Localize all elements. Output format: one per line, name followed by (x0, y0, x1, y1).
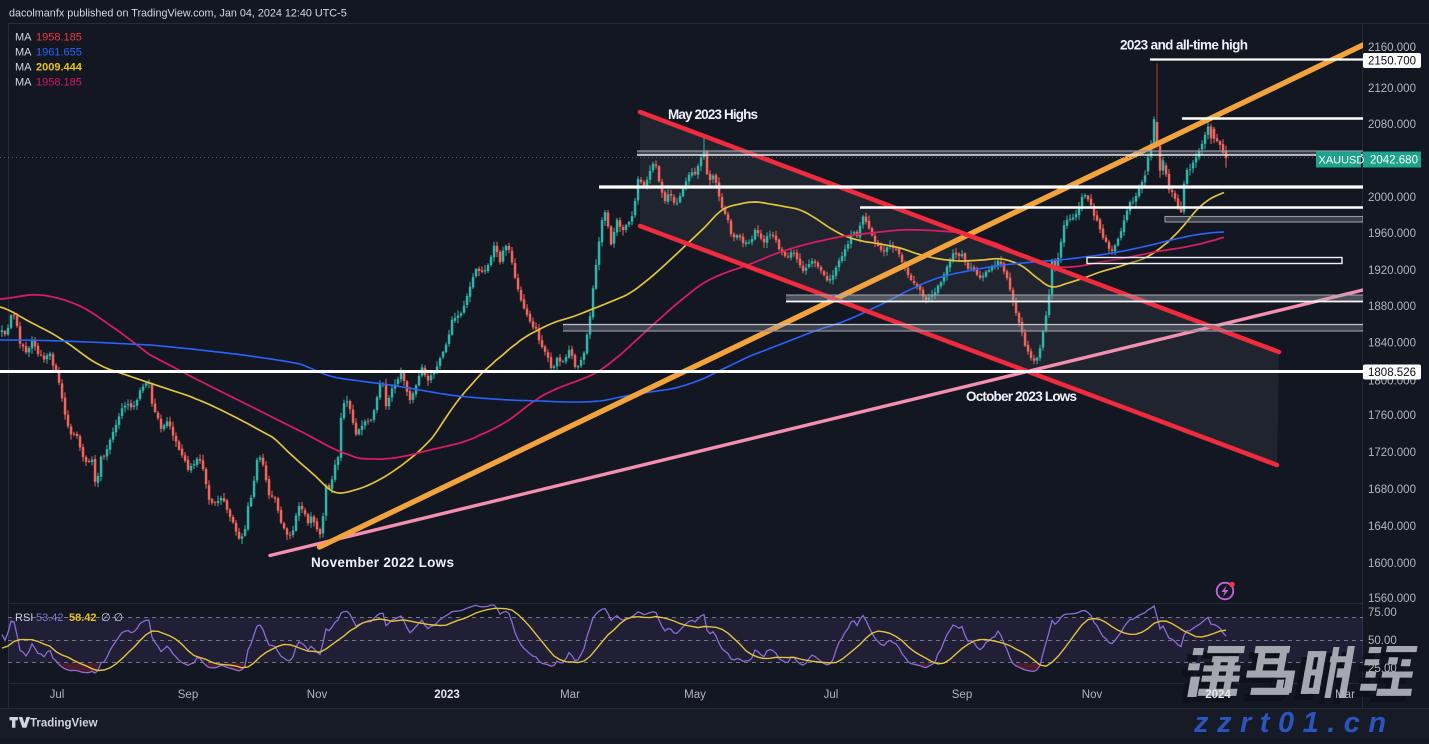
svg-text:1808.526: 1808.526 (1368, 367, 1416, 379)
svg-text:Jul: Jul (824, 689, 839, 701)
svg-text:25.00: 25.00 (1368, 663, 1397, 675)
svg-text:2009.444: 2009.444 (36, 62, 83, 74)
svg-text:1840.000: 1840.000 (1368, 338, 1416, 350)
svg-text:October 2023 Lows: October 2023 Lows (966, 389, 1077, 404)
svg-text:1880.000: 1880.000 (1368, 301, 1416, 313)
svg-text:53.42: 53.42 (36, 612, 64, 624)
svg-text:2080.000: 2080.000 (1368, 119, 1416, 131)
svg-text:1760.000: 1760.000 (1368, 410, 1416, 422)
svg-text:MA: MA (15, 62, 32, 74)
svg-text:Jul: Jul (50, 689, 65, 701)
svg-text:MA: MA (15, 47, 32, 59)
svg-text:Nov: Nov (1082, 689, 1103, 701)
svg-text:1958.185: 1958.185 (36, 77, 82, 89)
svg-text:Mar: Mar (1335, 689, 1355, 701)
svg-text:2023: 2023 (434, 689, 460, 701)
svg-text:TradingView: TradingView (30, 718, 98, 730)
svg-text:MA: MA (15, 77, 32, 89)
svg-text:XAUUSD: XAUUSD (1319, 155, 1365, 167)
svg-text:November 2022 Lows: November 2022 Lows (311, 555, 454, 570)
svg-text:50.00: 50.00 (1368, 635, 1397, 647)
svg-text:dacolmanfx published on Tradin: dacolmanfx published on TradingView.com,… (9, 8, 347, 20)
svg-text:Sep: Sep (178, 689, 198, 701)
svg-text:2024: 2024 (1205, 689, 1231, 701)
svg-text:May 2023 Highs: May 2023 Highs (668, 107, 758, 122)
svg-text:2042.680: 2042.680 (1370, 155, 1418, 167)
svg-text:1680.000: 1680.000 (1368, 484, 1416, 496)
svg-text:1961.655: 1961.655 (36, 47, 82, 59)
svg-text:1920.000: 1920.000 (1368, 265, 1416, 277)
svg-text:2000.000: 2000.000 (1368, 192, 1416, 204)
svg-text:RSI: RSI (15, 612, 33, 624)
svg-text:1640.000: 1640.000 (1368, 521, 1416, 533)
svg-text:75.00: 75.00 (1368, 607, 1397, 619)
svg-text:MA: MA (15, 32, 32, 44)
svg-text:Sep: Sep (952, 689, 972, 701)
svg-text:2023 and all-time high: 2023 and all-time high (1120, 38, 1248, 53)
svg-text:58.42: 58.42 (69, 612, 97, 624)
svg-text:Mar: Mar (560, 689, 580, 701)
svg-text:zzrt01.cn: zzrt01.cn (1190, 711, 1392, 739)
svg-text:May: May (684, 689, 706, 701)
svg-text:1720.000: 1720.000 (1368, 447, 1416, 459)
svg-text:2150.700: 2150.700 (1368, 56, 1416, 68)
svg-text:1600.000: 1600.000 (1368, 558, 1416, 570)
svg-text:zzrt01.cn: zzrt01.cn (1193, 707, 1395, 739)
svg-text:1958.185: 1958.185 (36, 32, 82, 44)
svg-text:1960.000: 1960.000 (1368, 228, 1416, 240)
svg-text:2120.000: 2120.000 (1368, 83, 1416, 95)
svg-text:Nov: Nov (307, 689, 328, 701)
svg-text:∅ ∅: ∅ ∅ (101, 612, 123, 624)
svg-text:1560.000: 1560.000 (1368, 593, 1416, 605)
svg-text:2160.000: 2160.000 (1368, 42, 1416, 54)
